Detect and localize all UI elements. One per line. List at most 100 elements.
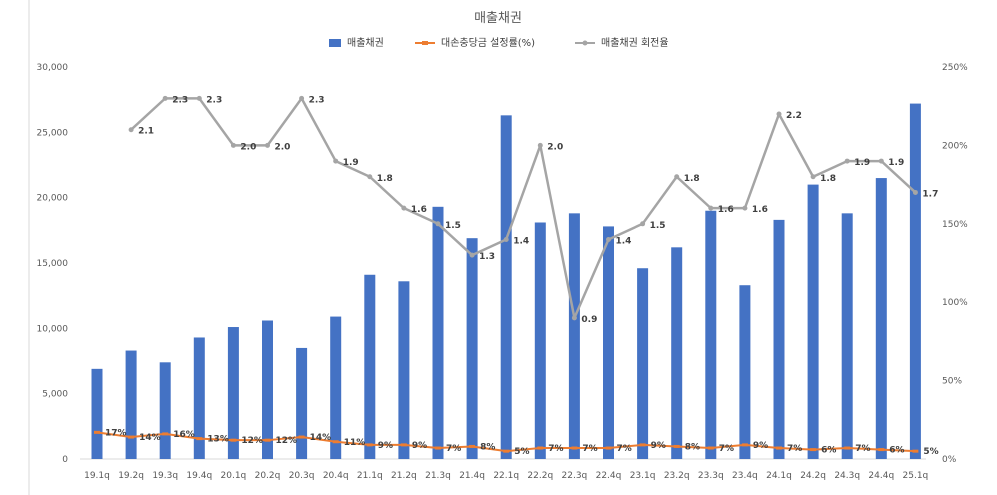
turnover-data-label: 1.6 (718, 205, 734, 215)
turnover-point (537, 142, 543, 148)
right-axis-tick-label: 150% (942, 220, 968, 230)
x-axis-tick-label: 24.3q (834, 471, 860, 481)
bar (159, 362, 171, 459)
allowance-data-label: 7% (719, 444, 734, 454)
turnover-point (401, 205, 407, 211)
turnover-point (435, 221, 441, 227)
turnover-data-label: 1.9 (888, 158, 904, 168)
allowance-data-label: 8% (685, 442, 700, 452)
allowance-data-label: 7% (855, 444, 870, 454)
legend-swatch-bar (329, 39, 341, 47)
legend: 매출채권 대손충당금 설정률(%) 매출채권 회전율 (329, 37, 669, 49)
turnover-point (776, 111, 782, 117)
x-axis-tick-label: 22.4q (596, 471, 622, 481)
legend-label-turnover: 매출채권 회전율 (601, 37, 669, 49)
x-axis-tick-label: 23.3q (698, 471, 724, 481)
turnover-point (810, 174, 816, 180)
allowance-data-label: 12% (241, 436, 263, 446)
x-axis-tick-label: 24.2q (800, 471, 826, 481)
bar (603, 226, 614, 459)
turnover-point (503, 236, 509, 242)
right-axis-tick-label: 250% (942, 63, 968, 73)
x-axis-tick-label: 23.4q (732, 471, 758, 481)
x-axis-tick-label: 24.1q (766, 471, 792, 481)
allowance-data-label: 8% (480, 442, 495, 452)
turnover-point (571, 315, 577, 321)
turnover-point (878, 158, 884, 164)
turnover-line-series: 2.1 2.3 2.3 2.0 2.0 2.3 1.9 1.8 1.6 1.5 1.3 1.4 2.0 0… (128, 95, 938, 325)
allowance-data-label: 14% (310, 433, 332, 443)
turnover-data-label: 1.9 (854, 158, 870, 168)
allowance-data-label: 16% (173, 430, 195, 440)
x-axis-tick-label: 25.1q (903, 471, 929, 481)
allowance-data-label: 9% (412, 441, 427, 451)
allowance-data-label: 9% (651, 441, 666, 451)
bar (262, 320, 273, 459)
turnover-data-label: 1.6 (411, 205, 427, 215)
turnover-point (230, 142, 236, 148)
allowance-data-label: 12% (276, 436, 298, 446)
turnover-data-label: 1.4 (513, 236, 529, 246)
right-axis-tick-label: 0% (942, 455, 957, 465)
allowance-data-label: 5% (514, 447, 529, 457)
turnover-data-label: 2.3 (309, 95, 325, 105)
bar (91, 368, 103, 459)
legend-label-bar: 매출채권 (347, 37, 384, 49)
turnover-point (265, 142, 270, 148)
allowance-data-label: 9% (753, 441, 768, 451)
bar (227, 327, 239, 459)
left-axis-tick-label: 5,000 (42, 390, 68, 400)
left-axis-tick-label: 30,000 (37, 63, 69, 73)
allowance-data-label: 13% (207, 435, 229, 445)
turnover-data-label: 1.6 (752, 205, 768, 215)
legend-marker-turnover (582, 40, 588, 46)
turnover-data-label: 2.3 (206, 95, 222, 105)
turnover-data-label: 1.8 (684, 174, 700, 184)
allowance-data-label: 6% (821, 446, 836, 456)
turnover-point (333, 158, 339, 164)
allowance-data-label: 17% (105, 428, 127, 438)
turnover-point (844, 158, 850, 164)
right-axis-tick-label: 100% (942, 298, 968, 308)
bar (125, 350, 137, 459)
left-axis-tick-label: 20,000 (37, 194, 69, 204)
turnover-data-label: 1.7 (922, 189, 938, 199)
turnover-data-label: 1.4 (616, 236, 632, 246)
turnover-data-label: 2.3 (172, 95, 188, 105)
turnover-data-label: 1.3 (479, 252, 495, 262)
x-axis-tick-label: 23.2q (664, 471, 690, 481)
turnover-point (469, 252, 475, 258)
bar (296, 347, 308, 459)
turnover-data-label: 1.5 (650, 221, 666, 231)
bar (466, 238, 478, 459)
turnover-point (708, 205, 714, 211)
allowance-data-label: 11% (344, 438, 366, 448)
bar (671, 247, 683, 459)
legend-label-allowance: 대손충당금 설정률(%) (441, 37, 535, 49)
bar (773, 219, 785, 459)
x-axis-tick-label: 20.3q (289, 471, 315, 481)
turnover-data-label: 1.9 (343, 158, 359, 168)
turnover-data-label: 2.1 (138, 127, 154, 137)
left-axis-tick-label: 25,000 (37, 128, 69, 138)
turnover-point (128, 127, 134, 133)
turnover-point (640, 221, 646, 227)
allowance-data-label: 6% (889, 446, 904, 456)
x-axis-tick-label: 20.4q (323, 471, 349, 481)
x-axis-tick-label: 22.3q (562, 471, 588, 481)
x-axis-tick-label: 22.2q (527, 471, 553, 481)
right-axis-tick-label: 200% (942, 141, 968, 151)
turnover-point (162, 95, 168, 101)
right-axis-ticks: 0% 50% 100% 150% 200% 250% (942, 63, 968, 465)
turnover-point (367, 174, 373, 180)
x-axis-tick-label: 20.1q (221, 471, 247, 481)
bar (875, 178, 887, 460)
bar (807, 184, 819, 459)
x-axis-tick-label: 21.2q (391, 471, 417, 481)
allowance-line-series: 17% 14% 16% 13% 12% 12% 14% 11% 9% 9% 7% 8% 5% 7% 7% 7%… (94, 428, 939, 457)
x-axis-tick-label: 24.4q (868, 471, 894, 481)
turnover-point (606, 236, 611, 242)
turnover-point (299, 95, 305, 101)
x-axis-ticks: 19.1q 19.2q 19.3q 19.4q 20.1q 20.2q 20.3q 20.4q… (84, 471, 928, 481)
